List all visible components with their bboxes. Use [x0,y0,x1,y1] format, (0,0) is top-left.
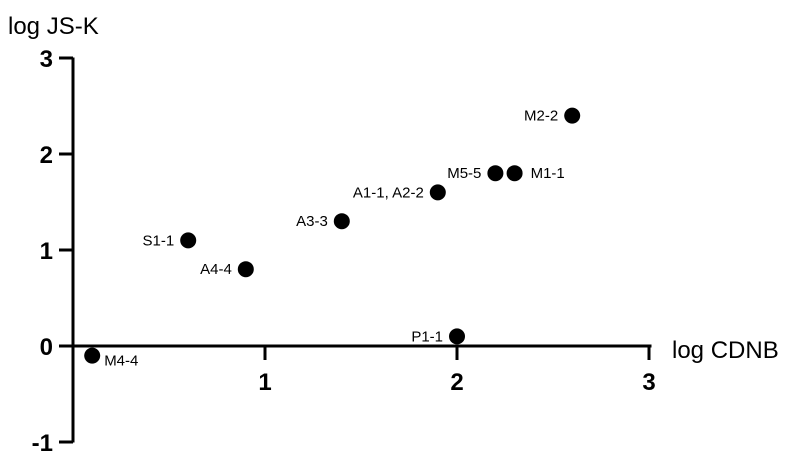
data-point [506,165,523,182]
x-axis-title: log CDNB [672,337,779,364]
y-tick-label: 0 [40,334,53,361]
data-point-label: P1-1 [411,328,443,345]
data-points: M2-2 M5-5 M1-1 A1-1, A2-2 A3-3 S1-1 A4-4 P1-1 M4… [84,107,581,370]
data-point-label: M4-4 [104,353,138,370]
data-point [84,347,101,364]
data-point-label: A4-4 [200,261,232,278]
data-point-label: S1-1 [143,232,175,249]
data-point [487,165,504,182]
data-point [237,261,254,278]
y-tick-label: 3 [40,46,53,73]
data-point-label: M2-2 [524,108,558,125]
data-point [429,184,446,201]
y-tick-label: 1 [40,238,53,265]
x-tick-label: 2 [450,369,463,396]
y-tick-label: 2 [40,142,53,169]
y-axis-title: log JS-K [8,13,99,40]
data-point-label: A3-3 [296,213,328,230]
data-point [449,328,465,345]
x-tick-label: 3 [642,369,655,396]
x-tick-label: 1 [258,369,271,396]
data-point-label: A1-1, A2-2 [353,184,424,201]
data-point [564,107,581,124]
data-point [333,213,350,230]
y-tick-label: -1 [32,430,53,451]
data-point-label: M5-5 [447,165,481,182]
data-point-label: M1-1 [531,165,565,182]
data-point [180,232,197,249]
axis-ticks: 1 2 3 -1 0 1 2 3 [32,46,656,451]
